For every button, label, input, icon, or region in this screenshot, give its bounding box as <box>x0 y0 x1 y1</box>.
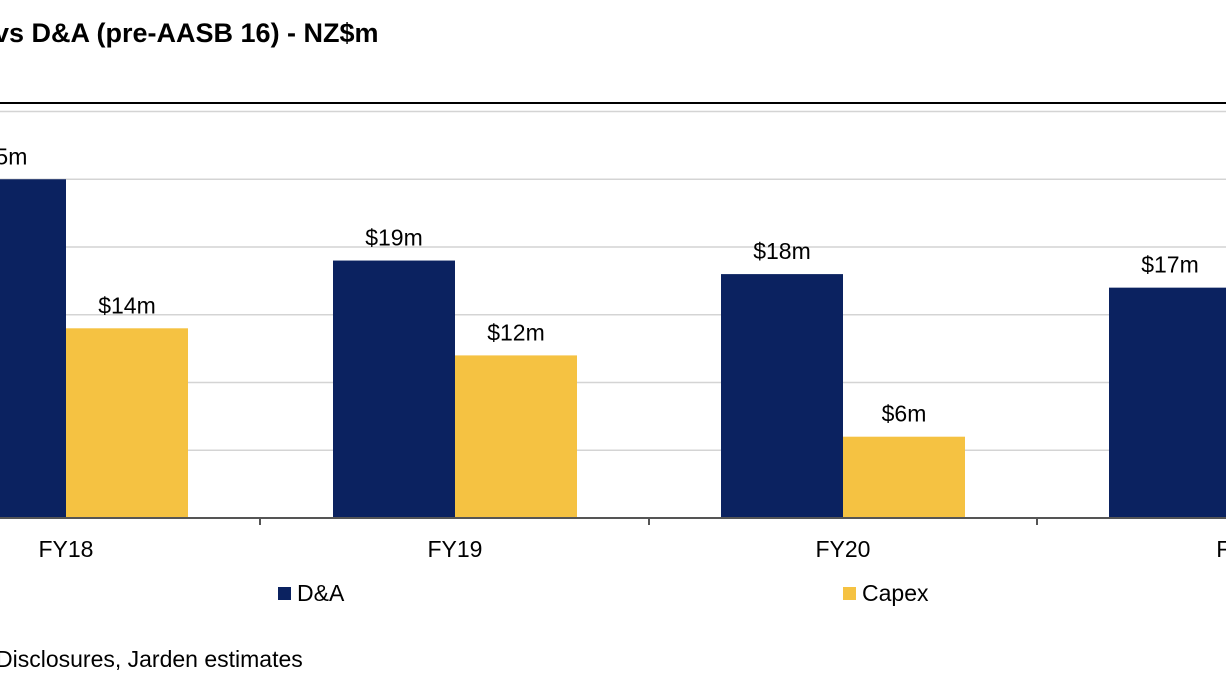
bar-da-fy <box>1109 287 1226 518</box>
legend-label-capex: Capex <box>862 580 929 606</box>
x-tick-label: FY20 <box>816 536 871 562</box>
x-axis: FY18 FY19 FY20 FY <box>0 517 1226 562</box>
bar-capex-fy18 <box>66 328 188 518</box>
data-label: 25m <box>0 143 27 169</box>
data-label: $19m <box>365 225 423 251</box>
legend-item-da: D&A <box>278 580 344 607</box>
data-label: $14m <box>98 292 156 318</box>
bar-capex-fy20 <box>843 436 965 518</box>
data-label: $18m <box>753 238 811 264</box>
legend-item-capex: Capex <box>843 580 928 607</box>
x-tick-label: FY <box>1216 536 1226 562</box>
gridlines <box>0 110 1226 451</box>
legend-swatch-capex <box>843 587 856 600</box>
legend-swatch-da <box>278 587 291 600</box>
bar-da-fy20 <box>721 274 843 518</box>
x-tick-label: FY19 <box>428 536 483 562</box>
bar-capex-fy19 <box>455 355 577 518</box>
data-label: $17m <box>1141 252 1199 278</box>
bar-da-fy18 <box>0 179 66 518</box>
legend-label-da: D&A <box>297 580 345 606</box>
x-tick-label: FY18 <box>39 536 94 562</box>
bars: 25m $19m $18m $17m $14m $12m $6m <box>0 143 1226 518</box>
data-label: $12m <box>487 319 545 345</box>
bar-da-fy19 <box>333 260 455 518</box>
source-note: Disclosures, Jarden estimates <box>0 646 303 672</box>
chart-title: vs D&A (pre-AASB 16) - NZ$m <box>0 18 379 48</box>
data-label: $6m <box>882 401 927 427</box>
